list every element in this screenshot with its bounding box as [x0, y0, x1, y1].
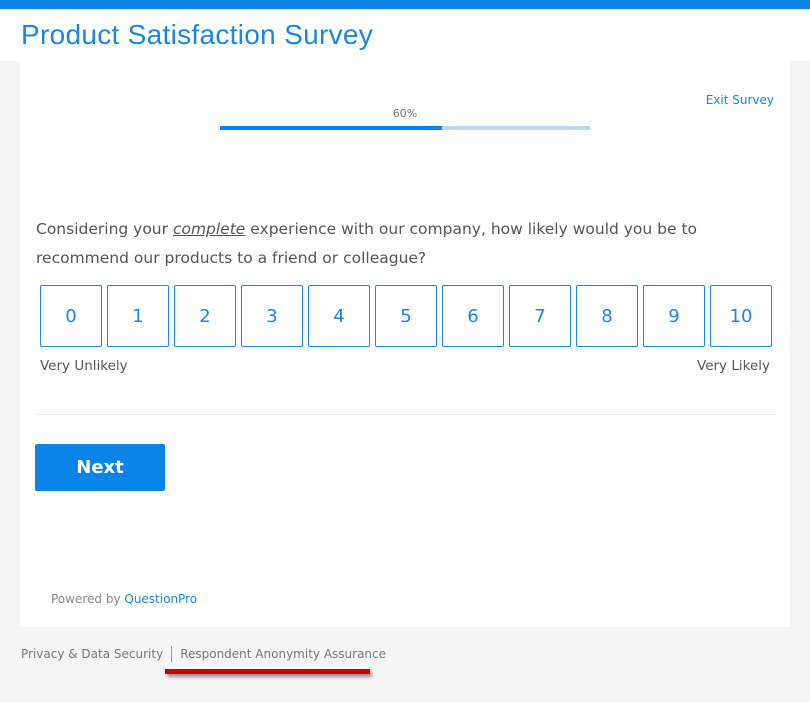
anonymity-link[interactable]: Respondent Anonymity Assurance [180, 647, 387, 661]
scale-option-6[interactable]: 6 [442, 285, 504, 347]
divider [35, 414, 775, 415]
questionpro-link[interactable]: QuestionPro [124, 592, 198, 606]
progress-fill [220, 126, 442, 130]
next-button[interactable]: Next [35, 444, 165, 491]
question-part: Considering your [36, 220, 173, 238]
progress-label: 60% [392, 107, 418, 120]
scale-option-8[interactable]: 8 [576, 285, 638, 347]
page-title: Product Satisfaction Survey [21, 19, 374, 50]
footer: Privacy & Data Security Respondent Anony… [21, 646, 386, 662]
survey-card: Exit Survey 60% Considering your complet… [20, 61, 790, 627]
powered-prefix: Powered by [51, 592, 125, 606]
header: Product Satisfaction Survey [0, 9, 810, 61]
scale-option-5[interactable]: 5 [375, 285, 437, 347]
question-emphasis: complete [172, 220, 246, 238]
scale-option-1[interactable]: 1 [107, 285, 169, 347]
exit-survey-link[interactable]: Exit Survey [705, 93, 774, 107]
scale-option-2[interactable]: 2 [174, 285, 236, 347]
scale-option-0[interactable]: 0 [40, 285, 102, 347]
scale-option-9[interactable]: 9 [643, 285, 705, 347]
top-accent-bar [0, 0, 810, 9]
privacy-link[interactable]: Privacy & Data Security [21, 647, 164, 661]
high-label: Very Likely [697, 358, 770, 374]
nps-scale: 0 1 2 3 4 5 6 7 8 9 10 [40, 285, 772, 347]
scale-option-7[interactable]: 7 [509, 285, 571, 347]
footer-separator [171, 646, 173, 662]
low-label: Very Unlikely [40, 358, 128, 374]
question-text: Considering your complete experience wit… [36, 215, 781, 273]
scale-option-3[interactable]: 3 [241, 285, 303, 347]
scale-option-4[interactable]: 4 [308, 285, 370, 347]
progress-bar [220, 126, 590, 130]
powered-by: Powered by QuestionPro [51, 592, 197, 606]
red-underline-annotation [165, 669, 370, 674]
question-part: experience with our company, how likely … [36, 220, 698, 267]
scale-option-10[interactable]: 10 [710, 285, 772, 347]
